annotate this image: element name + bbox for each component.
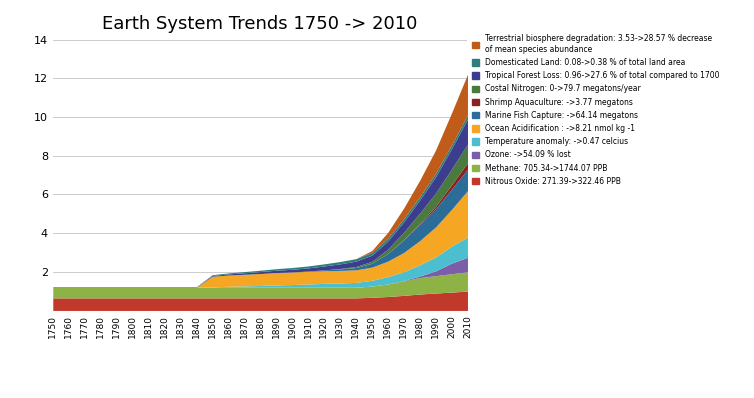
- Legend: Terrestrial biosphere degradation: 3.53->28.57 % decrease
of mean species abunda: Terrestrial biosphere degradation: 3.53-…: [472, 34, 720, 186]
- Title: Earth System Trends 1750 -> 2010: Earth System Trends 1750 -> 2010: [103, 15, 418, 33]
